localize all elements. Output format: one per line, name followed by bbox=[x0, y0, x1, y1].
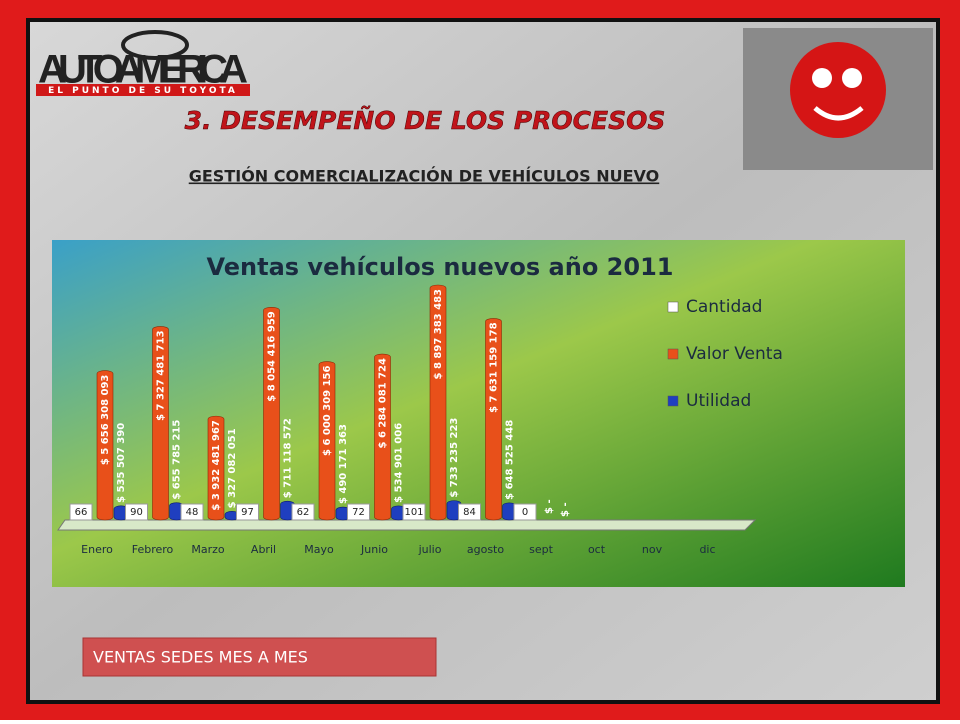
utilidad-label: $ 711 118 572 bbox=[283, 418, 294, 498]
logo-band bbox=[36, 84, 250, 96]
valor-label: $ 6 000 309 156 bbox=[322, 365, 333, 456]
utilidad-label: $ 490 171 363 bbox=[338, 424, 349, 504]
cantidad-label: 101 bbox=[404, 507, 423, 518]
cantidad-bar bbox=[69, 503, 93, 521]
logo-tagline: EL PUNTO DE SU TOYOTA bbox=[48, 86, 238, 96]
valor-bar bbox=[152, 326, 169, 521]
utilidad-label: $ 327 082 051 bbox=[227, 428, 238, 508]
valor-bar bbox=[207, 415, 225, 521]
legend-swatch bbox=[667, 395, 679, 407]
x-tick-label: sept bbox=[529, 543, 553, 556]
x-tick-label: Junio bbox=[360, 543, 388, 556]
x-tick-label: Marzo bbox=[191, 543, 225, 556]
valor-label: $ 7 631 159 178 bbox=[489, 322, 500, 413]
cantidad-bar bbox=[125, 503, 148, 521]
mascot-eye bbox=[842, 68, 862, 88]
utilidad-label: $ 534 901 006 bbox=[394, 423, 405, 503]
x-tick-label: agosto bbox=[467, 543, 504, 556]
cantidad-bar bbox=[180, 503, 204, 521]
legend-swatch bbox=[667, 348, 679, 360]
utilidad-label: $ - bbox=[560, 502, 571, 517]
cantidad-label: 72 bbox=[352, 507, 365, 518]
cantidad-label: 0 bbox=[522, 507, 528, 518]
valor-bar bbox=[485, 318, 502, 521]
valor-label: $ 8 897 383 483 bbox=[433, 289, 444, 380]
valor-bar bbox=[96, 370, 114, 521]
utilidad-label: $ 535 507 390 bbox=[116, 423, 127, 503]
cantidad-label: 90 bbox=[130, 507, 143, 518]
valor-label: $ - bbox=[544, 499, 555, 514]
chart-area bbox=[52, 240, 905, 587]
cantidad-bar bbox=[291, 503, 315, 521]
valor-bar bbox=[374, 353, 391, 521]
utilidad-label: $ 648 525 448 bbox=[505, 420, 516, 500]
legend-label: Cantidad bbox=[686, 297, 762, 317]
valor-label: $ 8 054 416 959 bbox=[267, 311, 278, 402]
legend-swatch bbox=[667, 301, 679, 313]
legend-label: Valor Venta bbox=[686, 344, 783, 364]
mascot-eye bbox=[812, 68, 832, 88]
cantidad-label: 97 bbox=[241, 507, 254, 518]
valor-label: $ 7 327 481 713 bbox=[156, 330, 167, 421]
valor-label: $ 5 656 308 093 bbox=[100, 375, 111, 466]
x-tick-label: Enero bbox=[81, 543, 113, 556]
cantidad-bar bbox=[458, 503, 481, 521]
cantidad-bar bbox=[402, 503, 426, 521]
x-tick-label: Abril bbox=[251, 543, 276, 556]
chart-floor bbox=[57, 519, 757, 531]
button[interactable] bbox=[82, 637, 437, 677]
x-tick-label: oct bbox=[588, 543, 606, 556]
utilidad-label: $ 733 235 223 bbox=[449, 418, 460, 498]
valor-bar bbox=[263, 306, 280, 521]
x-tick-label: Mayo bbox=[304, 543, 334, 556]
mascot-smile bbox=[813, 106, 864, 121]
x-tick-label: julio bbox=[418, 543, 442, 556]
cantidad-label: 48 bbox=[186, 507, 199, 518]
legend-label: Utilidad bbox=[686, 391, 751, 411]
valor-bar bbox=[318, 361, 336, 521]
marks: Enero 66 $ 5 656 308 093 $ 535 507 390 Febre… bbox=[69, 284, 783, 556]
valor-bar bbox=[429, 284, 447, 521]
x-tick-label: nov bbox=[642, 543, 663, 556]
chart-title: Ventas vehículos nuevos año 2011 bbox=[207, 253, 674, 281]
x-tick-label: dic bbox=[699, 543, 715, 556]
utilidad-label: $ 655 785 215 bbox=[172, 420, 183, 500]
valor-label: $ 6 284 081 724 bbox=[378, 358, 389, 449]
subheading: GESTIÓN COMERCIALIZACIÓN DE VEHÍCULOS NU… bbox=[189, 167, 660, 186]
cantidad-label: 66 bbox=[75, 507, 88, 518]
heading: 3. DESEMPEÑO DE LOS PROCESOS bbox=[185, 106, 666, 135]
cantidad-label: 62 bbox=[297, 507, 310, 518]
toyota-icon bbox=[121, 30, 189, 60]
cantidad-bar bbox=[347, 503, 370, 521]
cantidad-bar bbox=[513, 503, 537, 521]
cantidad-label: 84 bbox=[463, 507, 476, 518]
x-tick-label: Febrero bbox=[132, 543, 174, 556]
button-label: VENTAS SEDES MES A MES bbox=[93, 648, 308, 667]
mascot bbox=[790, 42, 886, 138]
valor-label: $ 3 932 481 967 bbox=[211, 420, 222, 511]
cantidad-bar bbox=[236, 503, 259, 521]
